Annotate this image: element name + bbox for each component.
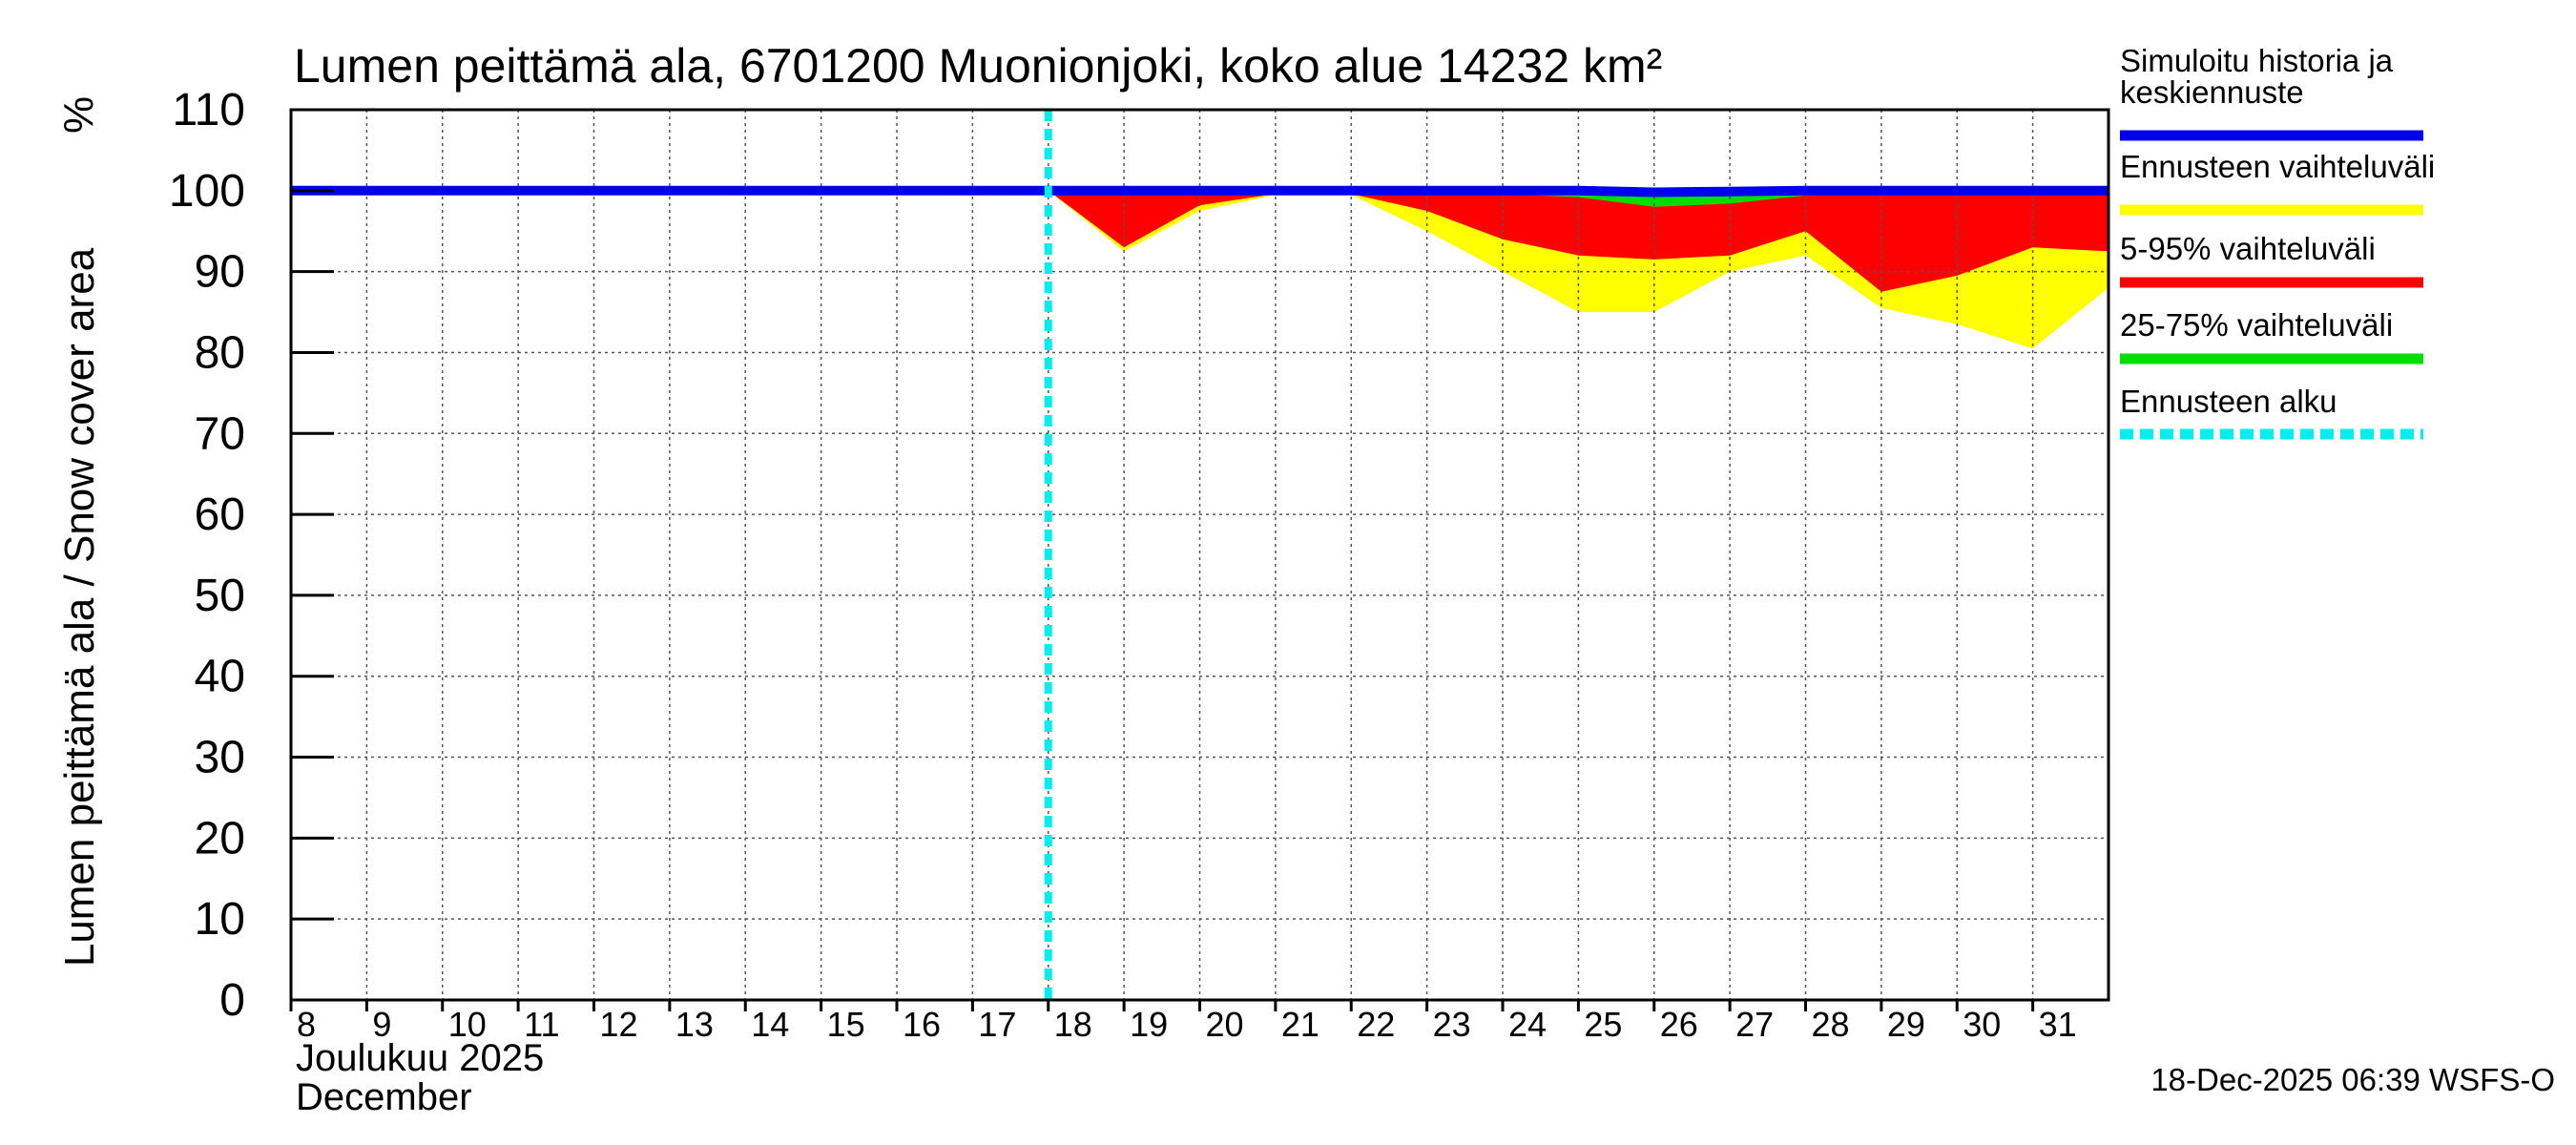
legend-label-2: 5-95% vaihteluväli	[2120, 231, 2376, 266]
x-tick-label-8: 16	[903, 1005, 941, 1044]
x-tick-label-16: 24	[1508, 1005, 1547, 1044]
x-tick-label-7: 15	[827, 1005, 865, 1044]
x-tick-label-3: 11	[524, 1005, 559, 1044]
y-tick-label-5: 50	[195, 571, 245, 621]
x-tick-label-21: 29	[1887, 1005, 1925, 1044]
grid-lines	[291, 109, 2109, 1000]
x-tick-label-22: 30	[1963, 1005, 2001, 1044]
x-tick-label-9: 17	[978, 1005, 1016, 1044]
y-tick-label-11: 110	[172, 85, 245, 135]
x-tick-label-14: 22	[1357, 1005, 1395, 1044]
x-tick-label-0: 8	[297, 1005, 316, 1044]
legend-label-0-line2: keskiennuste	[2120, 74, 2304, 110]
history-polyline	[291, 185, 2109, 198]
y-tick-label-3: 30	[195, 733, 245, 783]
footer-timestamp: 18-Dec-2025 06:39 WSFS-O	[2150, 1062, 2555, 1097]
x-tick-label-11: 19	[1130, 1005, 1168, 1044]
x-tick-label-15: 23	[1433, 1005, 1471, 1044]
y-tick-label-2: 20	[195, 813, 245, 864]
x-tick-label-5: 13	[675, 1005, 714, 1044]
x-tick-label-10: 18	[1054, 1005, 1092, 1044]
x-tick-label-20: 28	[1812, 1005, 1850, 1044]
y-tick-label-6: 60	[195, 489, 245, 540]
x-tick-label-19: 27	[1735, 1005, 1774, 1044]
y-tick-label-9: 90	[195, 247, 245, 298]
chart-title: Lumen peittämä ala, 6701200 Muonionjoki,…	[294, 39, 1662, 93]
y-tick-label-0: 0	[219, 975, 245, 1026]
x-tick-label-2: 10	[448, 1005, 487, 1044]
y-tick-label-8: 80	[195, 327, 245, 378]
x-tick-label-12: 20	[1206, 1005, 1244, 1044]
legend-label-3: 25-75% vaihteluväli	[2120, 307, 2393, 343]
x-tick-label-13: 21	[1281, 1005, 1319, 1044]
x-axis-label-month-fi: Joulukuu 2025	[296, 1037, 544, 1079]
y-axis-label: Lumen peittämä ala / Snow cover area	[56, 247, 103, 967]
legend-label-0: Simuloitu historia ja	[2120, 43, 2394, 78]
history-line	[291, 185, 2109, 198]
y-tick-label-1: 10	[195, 894, 245, 945]
y-axis-ticks: 0 10 20 30 40 50 60 70 80 90 100 110	[169, 85, 334, 1026]
y-tick-label-10: 100	[169, 166, 245, 217]
y-tick-label-7: 70	[195, 408, 245, 459]
y-tick-label-4: 40	[195, 652, 245, 702]
y-axis-unit: %	[55, 96, 102, 134]
x-tick-label-6: 14	[751, 1005, 789, 1044]
legend-label-4: Ennusteen alku	[2120, 384, 2337, 419]
x-axis-label-month-en: December	[296, 1076, 472, 1118]
x-tick-label-23: 31	[2039, 1005, 2077, 1044]
x-tick-label-4: 12	[600, 1005, 638, 1044]
legend-label-1: Ennusteen vaihteluväli	[2120, 149, 2435, 184]
x-tick-label-18: 26	[1660, 1005, 1698, 1044]
band-1	[1048, 190, 2109, 292]
x-tick-label-17: 25	[1584, 1005, 1622, 1044]
x-axis-ticks: 8 9 10 11 12 13 14 15 16 17 18 19 20 21 22 23 24 25 26 27 28…	[289, 1000, 2077, 1044]
x-tick-label-1: 9	[372, 1005, 391, 1044]
plot-area: 0 10 20 30 40 50 60 70 80 90 100 110 8 9 10 11 12 13 14 15…	[169, 85, 2110, 1044]
